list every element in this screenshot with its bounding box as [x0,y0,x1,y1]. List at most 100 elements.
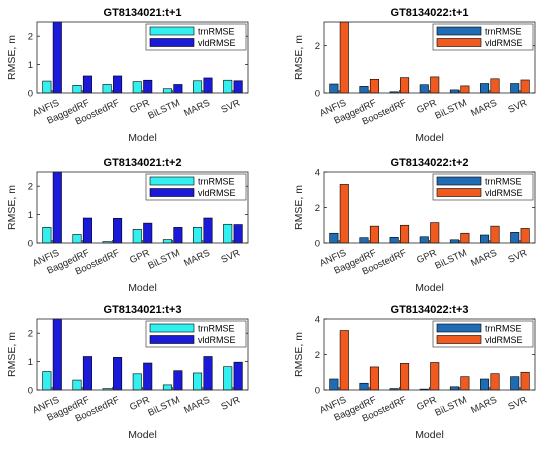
bar-vldRMSE-MARS [203,217,213,244]
bar-vldRMSE-BoostedRF [113,75,123,94]
x-tick-label: MARS [182,248,212,270]
x-tick-label: BiLSTM [433,248,468,272]
legend-swatch-trnRMSE [436,176,482,186]
x-axis-label: Model [128,282,157,294]
bar-trnRMSE-GPR [132,373,142,391]
bar-vldRMSE-SVR [520,228,530,244]
x-axis-label: Model [415,429,444,441]
legend-label-trnRMSE: trnRMSE [485,324,522,334]
bar-trnRMSE-SVR [510,232,520,244]
bar-trnRMSE-MARS [480,378,490,391]
legend-label-trnRMSE: trnRMSE [485,27,522,37]
bar-vldRMSE-BaggedRF [369,225,379,244]
y-tick-label: 2 [28,182,33,193]
x-tick-label: BiLSTM [433,395,468,419]
legend-swatch-vldRMSE [436,38,482,47]
bar-trnRMSE-BiLSTM [449,89,459,94]
x-tick-label: SVR [507,248,529,266]
legend-swatch-trnRMSE [149,323,195,333]
bar-vldRMSE-ANFIS [52,318,62,391]
bar-trnRMSE-SVR [510,83,520,94]
bar-trnRMSE-MARS [193,372,203,391]
x-tick-label: BiLSTM [433,98,468,122]
x-axis-label: Model [128,429,157,441]
x-tick-label: SVR [507,98,529,116]
x-tick-label: SVR [220,248,242,266]
bar-trnRMSE-BoostedRF [389,237,399,244]
legend-swatch-trnRMSE [149,26,195,36]
x-tick-label: BiLSTM [146,395,181,419]
y-axis-label: RMSE, m [6,185,18,230]
bar-vldRMSE-SVR [233,80,243,94]
bar-trnRMSE-BoostedRF [102,84,112,94]
x-axis-label: Model [415,132,444,144]
chart-title: GT8134021:t+1 [104,7,182,19]
bar-vldRMSE-SVR [233,361,243,391]
bar-trnRMSE-MARS [480,234,490,244]
bar-trnRMSE-BaggedRF [359,86,369,94]
y-tick-label: 0 [28,386,33,397]
bar-vldRMSE-GPR [143,222,153,244]
legend-swatch-trnRMSE [149,176,195,186]
legend-label-vldRMSE: vldRMSE [485,335,523,345]
bar-vldRMSE-BaggedRF [82,75,92,94]
bar-trnRMSE-SVR [223,223,233,244]
chart-title: GT8134022:t+2 [391,157,469,169]
bar-vldRMSE-MARS [203,77,213,94]
bar-vldRMSE-BiLSTM [460,85,470,94]
x-axis-label: Model [415,282,444,294]
bar-vldRMSE-GPR [143,362,153,391]
y-axis-label: RMSE, m [6,35,18,80]
bar-trnRMSE-SVR [223,79,233,94]
bar-vldRMSE-SVR [233,224,243,244]
y-axis-label: RMSE, m [293,332,305,377]
bar-vldRMSE-ANFIS [52,171,62,244]
y-tick-label: 0 [28,239,33,250]
bar-trnRMSE-SVR [223,366,233,391]
chart-title: GT8134021:t+3 [104,304,182,316]
bar-trnRMSE-MARS [193,227,203,244]
bar-trnRMSE-GPR [132,81,142,94]
legend-swatch-trnRMSE [436,323,482,333]
bar-vldRMSE-BiLSTM [460,232,470,244]
bar-vldRMSE-BoostedRF [400,77,410,94]
legend-label-trnRMSE: trnRMSE [485,177,522,187]
legend-label-trnRMSE: trnRMSE [198,27,235,37]
bar-trnRMSE-BiLSTM [162,239,172,244]
y-tick-label: 4 [315,168,320,179]
y-tick-label: 1 [28,60,33,71]
bar-trnRMSE-MARS [193,80,203,94]
bar-vldRMSE-SVR [520,79,530,94]
bar-vldRMSE-BaggedRF [369,78,379,94]
x-tick-label: SVR [507,395,529,413]
y-tick-label: 0 [28,89,33,100]
chart-title: GT8134021:t+2 [104,157,182,169]
bar-trnRMSE-ANFIS [42,80,52,94]
bar-vldRMSE-BoostedRF [113,217,123,244]
bar-vldRMSE-ANFIS [52,21,62,94]
bar-trnRMSE-ANFIS [329,378,339,391]
y-axis-label: RMSE, m [293,185,305,230]
bar-vldRMSE-MARS [490,373,500,391]
x-tick-label: MARS [469,248,499,270]
bar-vldRMSE-BoostedRF [400,224,410,244]
bar-vldRMSE-SVR [520,371,530,391]
bar-vldRMSE-MARS [490,78,500,94]
bar-trnRMSE-BaggedRF [359,237,369,244]
legend-label-trnRMSE: trnRMSE [198,324,235,334]
bar-vldRMSE-BoostedRF [113,357,123,391]
bar-vldRMSE-GPR [143,79,153,94]
x-tick-label: MARS [182,395,212,417]
bar-trnRMSE-BaggedRF [359,382,369,391]
bar-trnRMSE-GPR [419,84,429,94]
y-axis-label: RMSE, m [6,332,18,377]
legend-label-vldRMSE: vldRMSE [198,188,236,198]
y-tick-label: 0 [315,89,320,100]
